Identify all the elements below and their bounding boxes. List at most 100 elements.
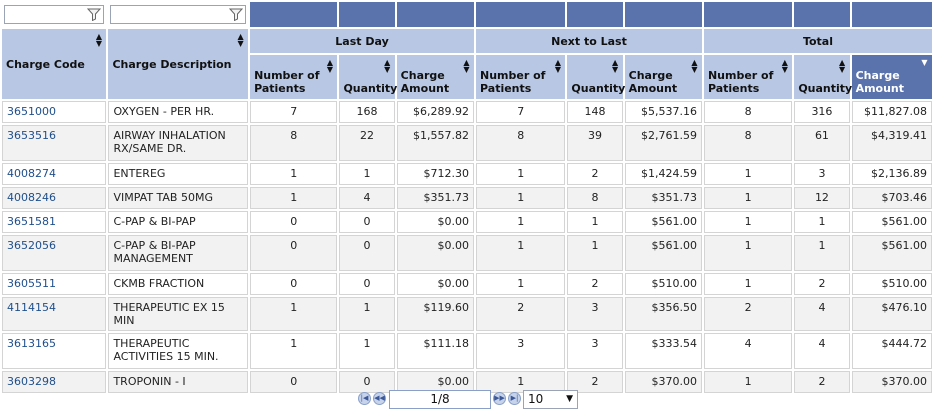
charge-code-link[interactable]: 4114154 [2,297,107,331]
charge-description: CKMB FRACTION [108,273,249,295]
last-day-patients-header[interactable]: ▲ ▼ Number of Patients [250,55,338,99]
total-amount-header-sorted[interactable]: ▼ Charge Amount [851,55,932,99]
last-day-amount: $0.00 [396,371,474,393]
charge-code-filter-input[interactable] [4,5,105,24]
charge-code-link[interactable]: 4008274 [2,163,107,185]
next-to-last-quantity: 2 [567,163,623,185]
charge-code-link[interactable]: 4008246 [2,187,107,209]
total-amount: $11,827.08 [851,101,932,123]
next-to-last-amount-header[interactable]: ▲ ▼ Charge Amount [624,55,702,99]
charge-code-link[interactable]: 3651581 [2,211,107,233]
filter-placeholder [339,2,395,27]
next-to-last-amount: $5,537.16 [624,101,702,123]
total-amount: $561.00 [851,211,932,233]
filter-placeholder [624,2,702,27]
prev-page-icon[interactable]: ◀◀ [373,392,386,405]
next-to-last-patients-header[interactable]: ▲ ▼ Number of Patients [476,55,566,99]
next-to-last-quantity: 3 [567,333,623,369]
total-amount: $444.72 [851,333,932,369]
next-to-last-quantity-header[interactable]: ▲ ▼ Quantity [567,55,625,99]
sort-icon: ▲ ▼ [838,58,846,74]
filter-placeholder [851,2,932,27]
header-label: Number of Patients [707,69,774,95]
table-row[interactable]: 3651000 OXYGEN - PER HR. 7 168 $6,289.92 7 148… [2,101,932,123]
table-row[interactable]: 3605511 CKMB FRACTION 0 0 $0.00 1 2 $510.00 1 2 $5… [2,273,932,295]
charge-description: TROPONIN - I [108,371,249,393]
charge-description: ENTEREG [108,163,249,185]
charge-code-link[interactable]: 3603298 [2,371,107,393]
total-amount: $510.00 [851,273,932,295]
table-row[interactable]: 4114154 THERAPEUTIC EX 15 MIN 1 1 $119.60 2 3 $… [2,297,932,331]
charge-code-link[interactable]: 3652056 [2,235,107,271]
filter-placeholder [476,2,566,27]
next-to-last-quantity: 8 [567,187,623,209]
table-row[interactable]: 3603298 TROPONIN - I 0 0 $0.00 1 2 $370.00 1 2 $37… [2,371,932,393]
filter-placeholder [250,2,338,27]
last-page-icon[interactable]: ▶| [508,392,521,405]
funnel-icon[interactable] [87,8,102,21]
charge-code-header[interactable]: ▲ ▼ Charge Code [2,29,107,99]
sort-icon: ▲ ▼ [554,58,561,74]
total-patients: 2 [703,297,793,331]
funnel-icon[interactable] [229,8,244,21]
charge-code-header-label: Charge Code [6,57,85,71]
charge-code-link[interactable]: 3605511 [2,273,107,295]
header-label: Quantity [798,82,853,95]
charge-code-link[interactable]: 3651000 [2,101,107,123]
total-amount: $561.00 [851,235,932,271]
last-day-patients: 0 [250,273,338,295]
last-day-quantity-header[interactable]: ▲ ▼ Quantity [339,55,398,99]
sort-icon: ▲ ▼ [384,58,391,74]
page-size-value: 10 [528,392,544,406]
last-day-amount: $712.30 [396,163,474,185]
header-label: Quantity [343,82,398,95]
total-patients: 1 [703,273,793,295]
charge-description-filter-input[interactable] [110,5,247,24]
next-page-icon[interactable]: ▶▶ [493,392,506,405]
group-header-row: ▲ ▼ Charge Code ▲ ▼ Charge Description Las… [2,29,932,99]
charge-description-filter [108,2,249,27]
charge-description-header[interactable]: ▲ ▼ Charge Description [108,29,249,99]
grid-body: 3651000 OXYGEN - PER HR. 7 168 $6,289.92 7 148… [2,101,932,393]
page-size-select[interactable]: 10 ▼ [523,390,578,409]
first-page-icon[interactable]: |◀ [358,392,371,405]
header-label: Charge Amount [400,69,450,95]
charge-code-link[interactable]: 3653516 [2,125,107,161]
total-patients: 8 [703,101,793,123]
charge-code-filter [2,2,107,27]
table-row[interactable]: 3652056 C-PAP & BI-PAP MANAGEMENT 0 0 $0.00 1… [2,235,932,271]
next-to-last-quantity: 2 [567,371,623,393]
last-day-patients: 1 [250,297,338,331]
total-patients-header[interactable]: ▲ ▼ Number of Patients [703,55,793,99]
header-label: Charge Amount [855,69,905,95]
sub-header-row: ▲ ▼ Number of Patients ▲ ▼ Quantity ▲ ▼ Charge… [2,55,932,99]
total-amount: $2,136.89 [851,163,932,185]
pager: |◀ ◀◀ 1/8 ▶▶ ▶| 10 ▼ [0,389,934,409]
total-patients: 8 [703,125,793,161]
charge-description: THERAPEUTIC ACTIVITIES 15 MIN. [108,333,249,369]
sort-icon: ▲ ▼ [781,58,788,74]
next-to-last-patients: 1 [476,211,566,233]
table-row[interactable]: 3613165 THERAPEUTIC ACTIVITIES 15 MIN. 1 1 $… [2,333,932,369]
total-group-header: Total [703,29,932,53]
table-row[interactable]: 3653516 AIRWAY INHALATION RX/SAME DR. 8 22 $… [2,125,932,161]
next-to-last-patients: 1 [476,163,566,185]
last-day-quantity: 4 [339,187,395,209]
last-day-amount-header[interactable]: ▲ ▼ Charge Amount [396,55,474,99]
sort-icon: ▲ ▼ [463,58,470,74]
total-quantity-header[interactable]: ▲ ▼ Quantity [794,55,853,99]
charge-code-link[interactable]: 3613165 [2,333,107,369]
table-row[interactable]: 4008274 ENTEREG 1 1 $712.30 1 2 $1,424.59 1 3 $2,1… [2,163,932,185]
next-to-last-amount: $2,761.59 [624,125,702,161]
charge-description: OXYGEN - PER HR. [108,101,249,123]
page-indicator-input[interactable]: 1/8 [389,390,491,409]
last-day-group-header: Last Day [250,29,474,53]
last-day-quantity: 0 [339,235,395,271]
table-row[interactable]: 4008246 VIMPAT TAB 50MG 1 4 $351.73 1 8 $351.73… [2,187,932,209]
total-patients: 1 [703,235,793,271]
total-quantity: 1 [794,211,850,233]
table-row[interactable]: 3651581 C-PAP & BI-PAP 0 0 $0.00 1 1 $561.00 1 1 $… [2,211,932,233]
total-amount: $4,319.41 [851,125,932,161]
filter-placeholder [396,2,474,27]
next-to-last-quantity: 148 [567,101,623,123]
